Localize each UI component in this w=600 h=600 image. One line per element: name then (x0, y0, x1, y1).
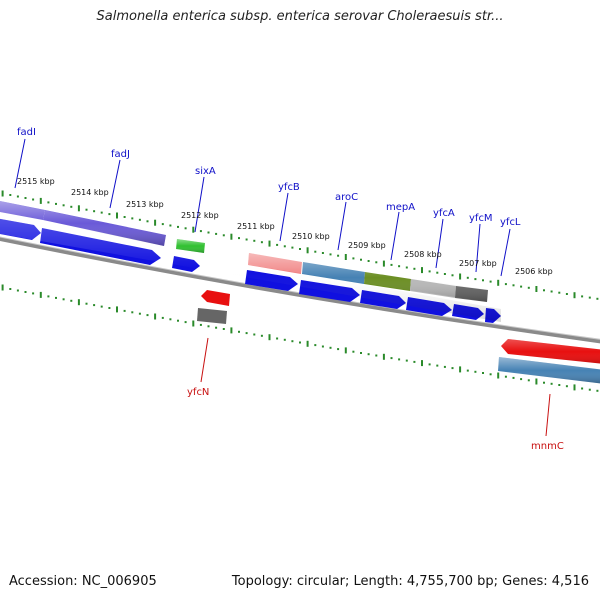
cog-block-yfcN (197, 308, 227, 324)
cog-shade-2 (248, 253, 488, 302)
gene-label-yfcM: yfcM (469, 213, 493, 224)
gene-label-yfcN: yfcN (187, 387, 209, 398)
map-title: Salmonella enterica subsp. enterica sero… (96, 9, 504, 24)
leader-lines (14, 138, 551, 437)
kbp-label: 2513 kbp (126, 200, 164, 209)
forward-shade (0, 218, 501, 322)
leader-yfcB (279, 192, 289, 242)
leader-yfcA (435, 218, 444, 269)
leader-yfcM (475, 223, 481, 273)
kbp-label: 2512 kbp (181, 211, 219, 220)
gene-label-yfcB: yfcB (278, 182, 300, 193)
gene-label-fadJ: fadJ (111, 149, 130, 160)
kbp-label: 2506 kbp (515, 267, 553, 276)
cog-track-forward (0, 201, 488, 302)
leader-fadI (14, 138, 26, 189)
reverse-gene-track (201, 290, 600, 364)
leader-aroC (337, 201, 347, 251)
kbp-label: 2508 kbp (404, 250, 442, 259)
gene-label-fadI: fadI (17, 127, 36, 138)
outer-tick-ring (1, 190, 599, 300)
kbp-label: 2515 kbp (17, 177, 55, 186)
topology-text: Topology: circular; Length: 4,755,700 bp… (231, 574, 589, 589)
leader-yfcN (200, 337, 209, 383)
gene-label-aroC: aroC (335, 192, 358, 203)
leader-mepA (390, 211, 400, 261)
backbone-line (0, 236, 600, 344)
gene-label-sixA: sixA (195, 166, 216, 177)
inner-tick-ring (1, 284, 599, 392)
gene-labels: fadI fadJ sixA yfcB aroC mepA yfcA yfcM … (17, 127, 564, 452)
gene-label-yfcA: yfcA (433, 208, 455, 219)
reverse-shade (501, 339, 600, 364)
kbp-label: 2510 kbp (292, 232, 330, 241)
cog-track-reverse (197, 308, 600, 384)
leader-yfcL (500, 228, 511, 277)
leader-mnmC (545, 393, 551, 437)
kbp-label: 2514 kbp (71, 188, 109, 197)
cog-shade-3 (176, 239, 205, 253)
cog-shade-1 (0, 201, 166, 246)
cog-shade-rev (498, 357, 600, 384)
gene-arrow-yfcN (201, 290, 230, 306)
accession-text: Accession: NC_006905 (9, 574, 157, 589)
leader-fadJ (109, 159, 121, 209)
kbp-labels: 2515 kbp 2514 kbp 2513 kbp 2512 kbp 2511… (17, 177, 553, 276)
kbp-label: 2511 kbp (237, 222, 275, 231)
kbp-label: 2509 kbp (348, 241, 386, 250)
gene-label-mepA: mepA (386, 202, 415, 213)
forward-gene-track (0, 218, 501, 323)
leader-sixA (194, 176, 205, 233)
kbp-label: 2507 kbp (459, 259, 497, 268)
gene-label-mnmC: mnmC (531, 441, 564, 452)
gene-label-yfcL: yfcL (500, 217, 521, 228)
